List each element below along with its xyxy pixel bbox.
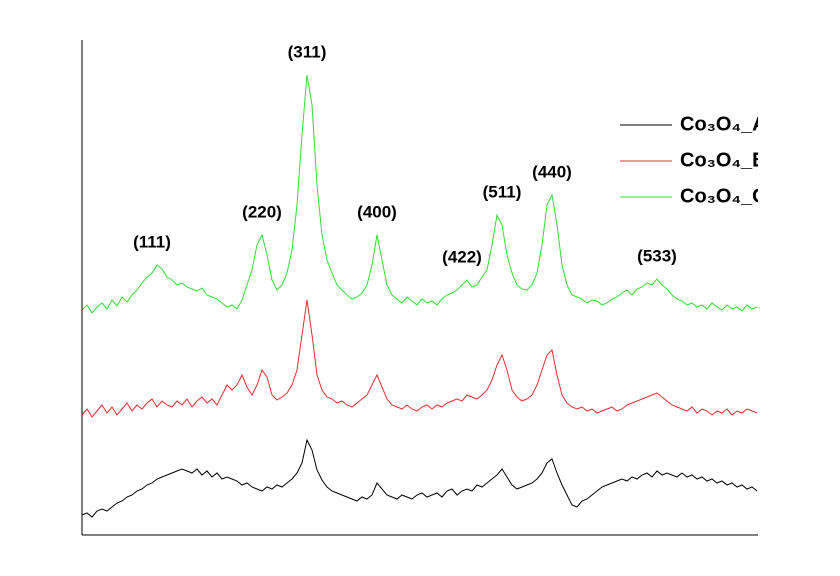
- plot-area: [82, 40, 758, 535]
- series-line: [81, 438, 758, 518]
- series-line: [81, 299, 758, 418]
- peak-label: (400): [357, 202, 397, 221]
- legend-label: Co₃O₄_A: [680, 113, 767, 135]
- peak-label: (533): [637, 246, 677, 265]
- peak-label: (511): [483, 182, 522, 201]
- legend-label: Co₃O₄_C: [680, 185, 767, 207]
- peak-label: (440): [532, 162, 572, 181]
- peak-label: (422): [442, 247, 482, 266]
- legend-label: Co₃O₄_B: [680, 149, 767, 171]
- peak-label: (111): [133, 232, 171, 251]
- plot: (111) (220) (311) (400) (422) (511) (440) (533)…: [81, 42, 767, 518]
- peak-label: (220): [242, 202, 282, 221]
- peak-label: (311): [288, 42, 327, 61]
- series-line: [81, 74, 758, 314]
